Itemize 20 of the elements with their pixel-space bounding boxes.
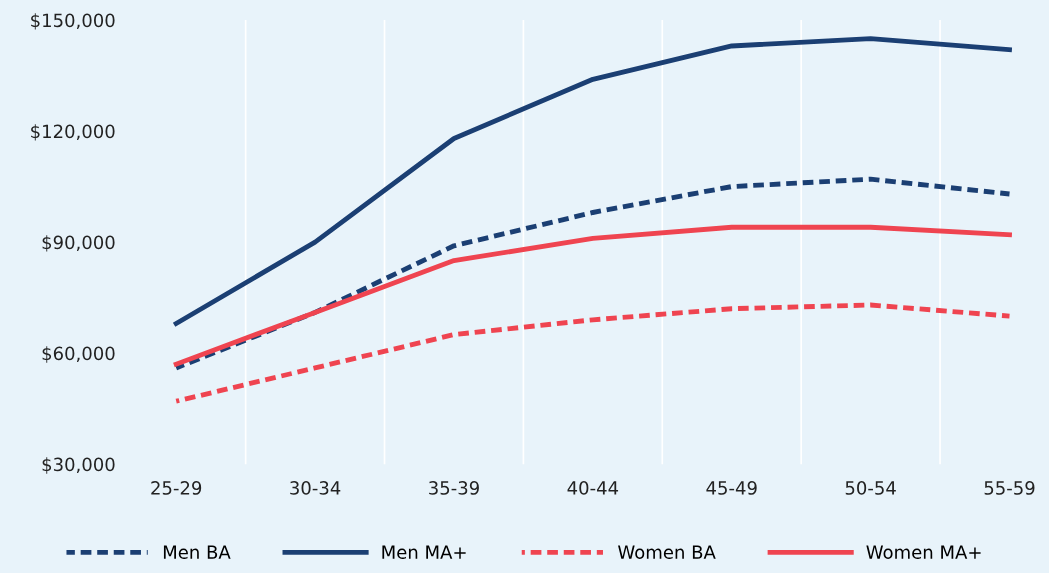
y-tick-label: $30,000 [42, 457, 115, 474]
y-tick-label: $150,000 [31, 13, 115, 30]
y-tick-label: $60,000 [42, 346, 115, 363]
x-tick-label: 55-59 [984, 481, 1035, 495]
legend-label: Women BA [618, 545, 716, 559]
x-tick-label: 45-49 [706, 481, 757, 495]
x-tick-label: 30-34 [290, 481, 341, 495]
legend-label: Women MA+ [866, 545, 981, 559]
legend-label: Men BA [163, 545, 231, 559]
line-series [173, 224, 1012, 367]
y-tick-label: $120,000 [31, 124, 115, 141]
line-series [173, 36, 1012, 326]
x-tick-label: 35-39 [429, 481, 479, 495]
y-tick-label: $90,000 [42, 235, 115, 252]
x-tick-label: 25-29 [151, 481, 202, 495]
legend-label: Men MA+ [382, 545, 466, 559]
x-tick-label: 40-44 [567, 481, 619, 495]
line-series [173, 176, 1012, 371]
line-series [173, 302, 1012, 404]
x-tick-label: 50-54 [845, 481, 896, 495]
